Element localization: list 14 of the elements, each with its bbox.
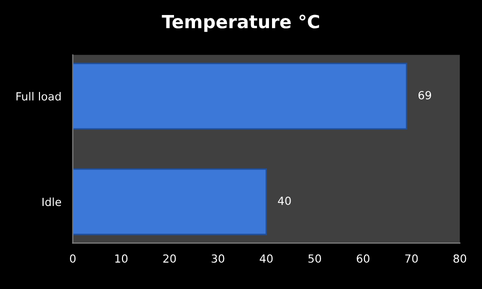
x-tick-label: 10 — [115, 254, 128, 263]
x-tick-label: 50 — [308, 254, 322, 263]
data-label: 69 — [418, 91, 432, 100]
y-tick-label: Idle — [42, 198, 62, 206]
chart-title: Temperature °C — [162, 14, 320, 32]
y-tick-label: Full load — [16, 92, 61, 101]
x-tick-label: 70 — [405, 254, 418, 263]
x-tick-label: 20 — [163, 254, 176, 263]
x-tick-label: 0 — [70, 254, 76, 263]
x-tick-label: 60 — [356, 254, 370, 263]
x-tick-label: 40 — [260, 254, 273, 263]
x-tick-label: 80 — [454, 254, 466, 263]
x-tick-label: 30 — [212, 254, 224, 263]
data-label: 40 — [278, 196, 291, 205]
